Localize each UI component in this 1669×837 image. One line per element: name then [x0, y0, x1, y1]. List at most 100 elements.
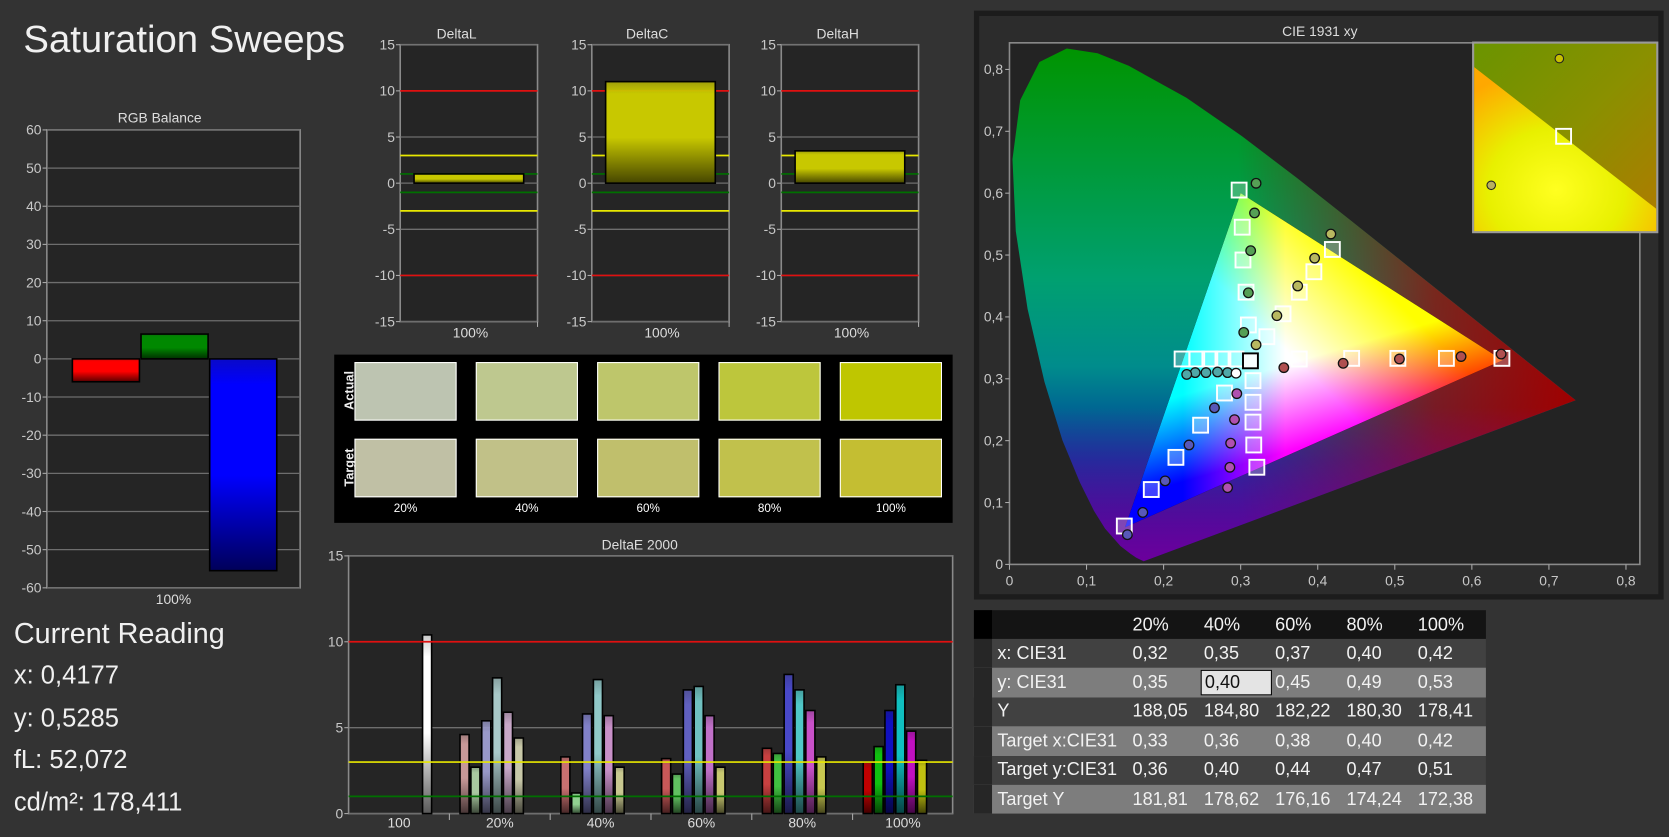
table-cell[interactable]: 0,53	[1417, 672, 1454, 693]
current-reading-heading: Current Reading	[13, 617, 225, 650]
table-cell[interactable]: 176,16	[1275, 788, 1331, 809]
target-marker	[1214, 350, 1232, 368]
x-category-label: 100	[387, 814, 410, 830]
bar	[761, 747, 773, 815]
x-tick-label: 0,7	[1539, 573, 1558, 589]
table-cell[interactable]: 0,40	[1203, 759, 1240, 780]
table-row[interactable]: Target y:CIE31 0,36 0,40 0,44 0,47 0,51	[973, 755, 1486, 785]
y-tick-label: 50	[26, 160, 42, 176]
y-tick-label: 0,1	[984, 494, 1004, 510]
table-row[interactable]: x: CIE31 0,32 0,35 0,37 0,40 0,42	[973, 638, 1486, 669]
table-cell[interactable]: 172,38	[1417, 788, 1474, 809]
y-tick-label: 60	[26, 122, 42, 138]
x-category-label: 60%	[688, 814, 716, 830]
table-cell[interactable]: 0,44	[1275, 759, 1311, 780]
column-header[interactable]: 60%	[1275, 613, 1312, 635]
table-cell[interactable]: 188,05	[1132, 701, 1188, 722]
table-cell[interactable]: 178,41	[1417, 701, 1474, 722]
measured-marker	[1200, 367, 1212, 379]
table-cell[interactable]: 0,37	[1275, 642, 1311, 664]
bar	[815, 756, 827, 815]
selected-cell[interactable]: 0,40	[1200, 669, 1272, 696]
table-cell[interactable]: 182,22	[1275, 701, 1331, 722]
row-selector[interactable]	[973, 784, 993, 814]
y-tick-label: 20	[26, 274, 42, 290]
table-cell[interactable]: 181,81	[1132, 788, 1188, 809]
current-reading-panel: Current Reading x: 0,4177 y: 0,5285 fL: …	[14, 618, 225, 830]
reading-fl: fL: 52,072	[13, 745, 128, 775]
bar	[704, 714, 715, 815]
table-cell[interactable]: 0,47	[1346, 759, 1382, 780]
target-marker	[1216, 384, 1233, 402]
table-cell[interactable]: 0,35	[1203, 642, 1240, 664]
bar	[413, 173, 525, 184]
table-row[interactable]: y: CIE31 0,35 0,40 0,45 0,49 0,53	[973, 668, 1486, 698]
table-cell[interactable]: 0,49	[1346, 672, 1382, 693]
x-category-label: 80%	[788, 814, 816, 830]
y-tick-label: -60	[22, 580, 42, 596]
table-cell[interactable]: 0,36	[1203, 730, 1240, 751]
column-header[interactable]: 80%	[1346, 613, 1383, 635]
measured-marker	[1495, 348, 1507, 360]
y-tick-label: -10	[375, 267, 395, 283]
target-marker	[1201, 350, 1219, 368]
bar	[581, 713, 593, 815]
table-cell[interactable]: 0,45	[1275, 672, 1311, 693]
x-tick-label: 0	[1006, 573, 1014, 589]
y-tick-label: 0	[768, 175, 776, 191]
inset-target-marker	[1555, 127, 1573, 145]
row-label: Y	[997, 701, 1010, 722]
table-cell[interactable]: 0,51	[1417, 759, 1454, 780]
y-tick-label: 5	[768, 129, 776, 145]
measured-marker	[1250, 177, 1262, 189]
bar	[862, 761, 874, 815]
measured-marker	[1249, 207, 1260, 219]
row-selector[interactable]	[973, 668, 993, 698]
y-tick-label: 0,5	[984, 247, 1004, 263]
column-header[interactable]: 20%	[1132, 613, 1169, 635]
table-cell[interactable]: 0,32	[1132, 642, 1168, 664]
table-cell[interactable]: 0,40	[1346, 730, 1382, 751]
measured-marker	[1245, 245, 1257, 257]
table-cell[interactable]: 184,80	[1203, 701, 1260, 722]
table-cell[interactable]: 0,36	[1132, 759, 1168, 780]
target-marker	[1438, 349, 1455, 367]
row-label: Target y:CIE31	[997, 759, 1118, 780]
deltal-title: DeltaL	[436, 25, 477, 42]
table-cell[interactable]: 178,62	[1203, 788, 1260, 809]
bar	[570, 792, 582, 815]
table-row[interactable]: Target x:CIE31 0,33 0,36 0,38 0,40 0,42	[973, 726, 1486, 756]
table-cell[interactable]: 0,33	[1132, 730, 1168, 751]
table-cell[interactable]: 180,30	[1346, 701, 1402, 722]
reading-cdm2: cd/m²: 178,411	[13, 787, 183, 817]
y-tick-label: 40	[26, 198, 42, 214]
plot-area	[347, 555, 954, 815]
y-tick-label: -20	[22, 427, 42, 443]
table-cell[interactable]: 0,35	[1132, 672, 1168, 693]
measured-marker	[1222, 482, 1233, 494]
deltaL-chart: 15 10 5 0 -5 -10 -15 100%	[375, 37, 539, 341]
column-header[interactable]: 100%	[1417, 613, 1465, 635]
row-selector[interactable]	[973, 726, 993, 756]
table-cell[interactable]: 0,38	[1275, 730, 1311, 751]
target-marker	[1305, 263, 1323, 281]
y-tick-label: 15	[328, 548, 344, 564]
measured-marker	[1393, 353, 1405, 365]
row-label: Target Y	[997, 788, 1065, 809]
target-marker	[1245, 436, 1263, 454]
bar	[783, 673, 794, 815]
bar	[671, 773, 683, 815]
target-marker	[1323, 241, 1341, 258]
table-cell[interactable]: 174,24	[1346, 788, 1402, 809]
table-cell[interactable]: 0,42	[1417, 730, 1454, 751]
table-cell[interactable]: 0,42	[1417, 642, 1454, 664]
table-cell[interactable]: 0,40	[1346, 642, 1382, 664]
y-tick-label: 5	[579, 129, 587, 145]
table-row[interactable]: Target Y 181,81 178,62 176,16 174,24 172,38	[973, 784, 1486, 814]
row-selector[interactable]	[973, 755, 993, 785]
table-row[interactable]: Y 188,05 184,80 182,22 180,30 178,41	[973, 697, 1486, 727]
row-selector[interactable]	[973, 697, 993, 727]
column-header[interactable]: 40%	[1203, 613, 1241, 635]
target-marker	[1244, 413, 1262, 431]
row-selector[interactable]	[973, 638, 993, 669]
